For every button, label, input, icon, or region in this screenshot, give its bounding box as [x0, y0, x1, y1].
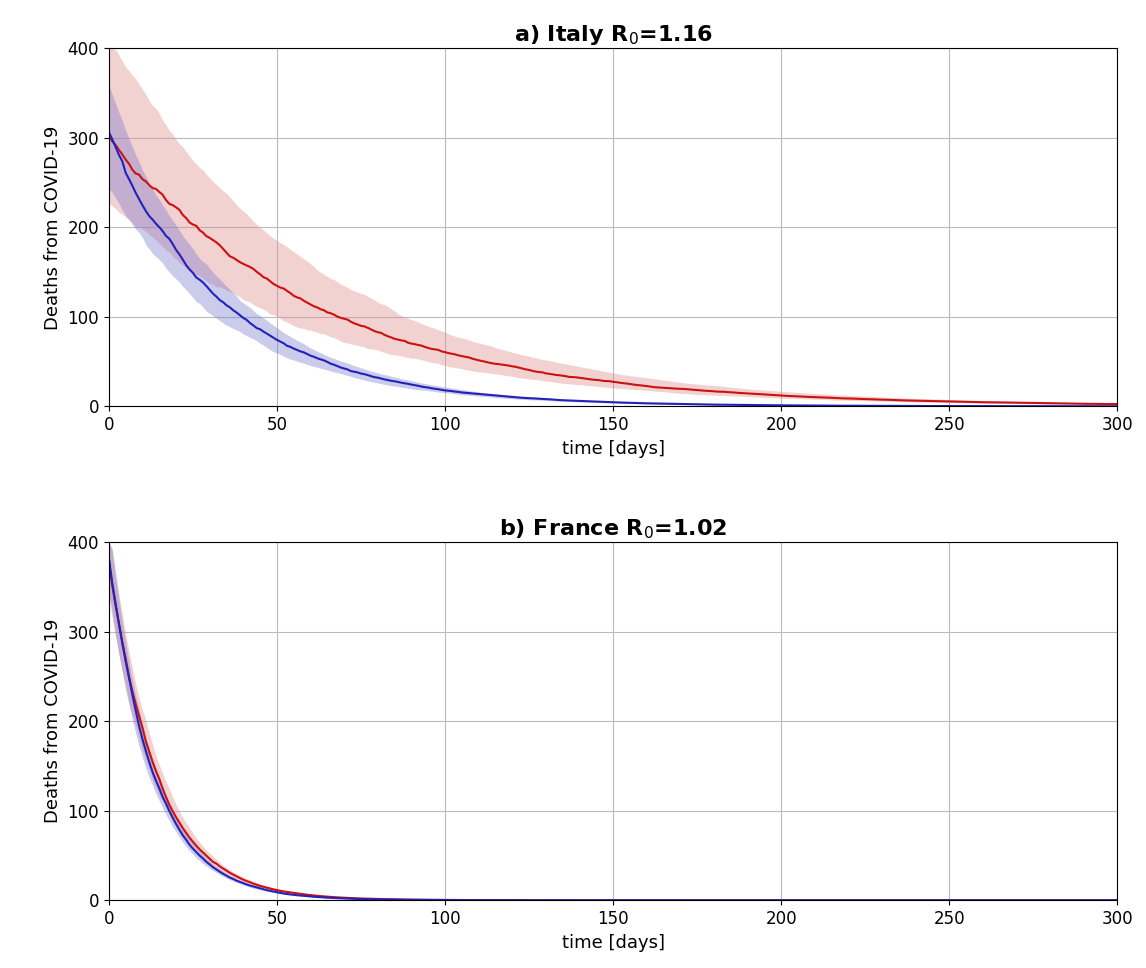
Title: b) France R$_0$=1.02: b) France R$_0$=1.02 — [499, 517, 728, 541]
Y-axis label: Deaths from COVID-19: Deaths from COVID-19 — [44, 125, 62, 329]
X-axis label: time [days]: time [days] — [562, 933, 665, 952]
Y-axis label: Deaths from COVID-19: Deaths from COVID-19 — [44, 620, 62, 824]
Title: a) Italy R$_0$=1.16: a) Italy R$_0$=1.16 — [513, 23, 713, 47]
X-axis label: time [days]: time [days] — [562, 439, 665, 458]
